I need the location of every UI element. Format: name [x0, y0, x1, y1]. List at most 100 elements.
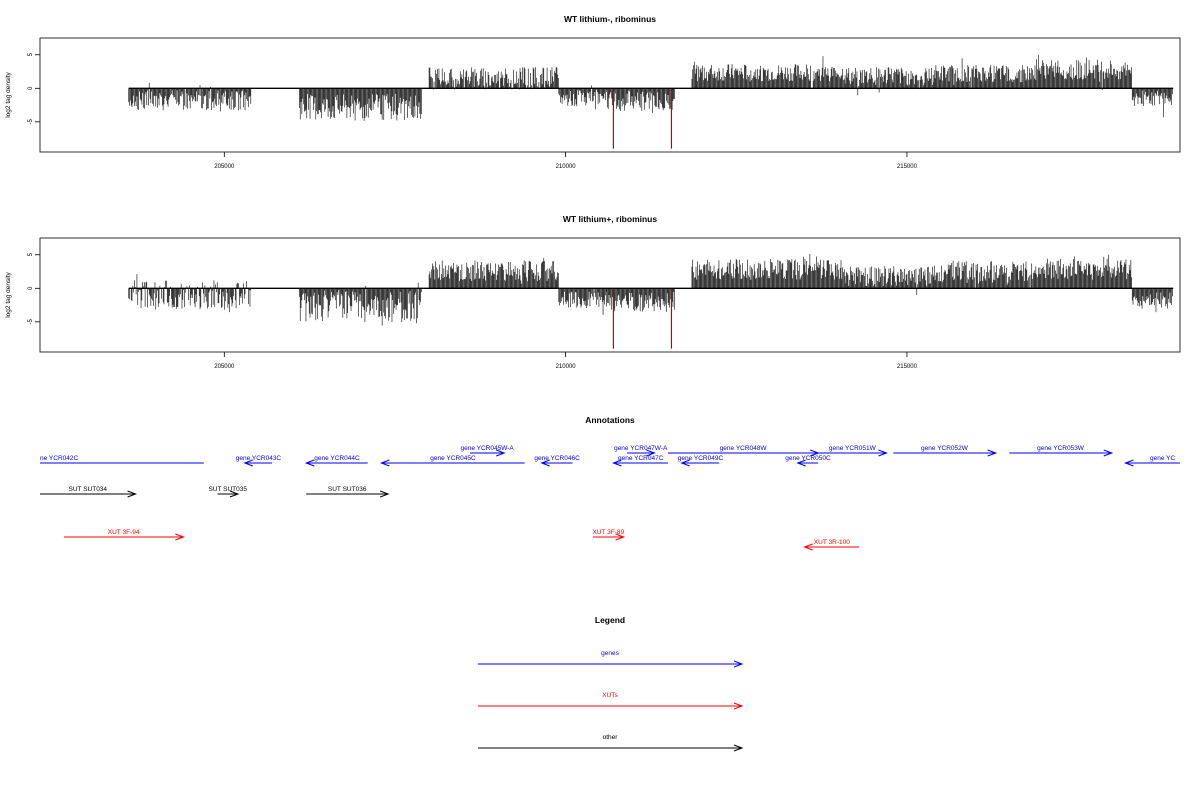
annotation-gene: gene YCR045W-A [461, 445, 515, 457]
arrowhead [304, 459, 315, 467]
annotation-label: gene YCR053W [1037, 445, 1085, 452]
panel-2-y-axis: -5 0 5 [28, 252, 40, 324]
y-tick-label: 0 [28, 286, 34, 290]
annotation-label: gene YCR045C [430, 455, 476, 462]
annotation-label: gene YCR051W [829, 445, 877, 452]
annotation-gene: gene YCR045C [379, 455, 525, 467]
annotation-label: SUT SUT035 [208, 486, 247, 493]
panel-1-bars [128, 54, 1173, 149]
panel-2-title: WT lithium+, ribominus [563, 214, 657, 224]
arrowhead [646, 449, 656, 457]
y-tick-label: -5 [28, 318, 34, 324]
annotation-gene: gene YCR052W [893, 445, 998, 457]
arrowhead [127, 490, 137, 498]
annotation-label: gene YCR049C [678, 455, 724, 462]
arrowhead [611, 459, 622, 467]
arrowhead [540, 459, 550, 467]
legend-label: genes [601, 650, 619, 657]
panel-1-frame [39, 37, 1181, 153]
arrowhead [496, 449, 506, 457]
annotation-gene: gene YCR053W [1009, 445, 1114, 457]
annotation-xut: XUT 3F-89 [592, 529, 626, 541]
annotation-xut: XUT 3F-94 [63, 529, 185, 541]
arrowhead [379, 459, 390, 467]
annotation-label: gene YCR050C [785, 455, 831, 462]
y-tick-label: 0 [28, 86, 34, 90]
panel-1-y-axis: -5 0 5 [28, 52, 40, 124]
annotation-label: SUT SUT036 [328, 486, 367, 493]
annotations-section: Annotations ne YCR042C gene YCR043C gene Y… [40, 415, 1180, 551]
panel-2-y-label: log2 tag density [5, 271, 12, 317]
arrowhead [803, 543, 813, 551]
arrowhead [987, 449, 998, 457]
arrowhead [615, 533, 626, 541]
annotation-label: gene YCR047W-A [614, 445, 668, 452]
panel-2-x-axis: 205000 210000 215000 [214, 352, 918, 370]
panel-1: WT lithium-, ribominus 205000 210000 21500… [5, 14, 1181, 170]
annotation-xut: XUT 3R-100 [803, 539, 860, 551]
annotation-other: SUT SUT035 [208, 486, 247, 498]
annotation-gene: gene YC [1123, 455, 1180, 467]
legend-label: XUTs [602, 692, 618, 699]
annotation-tracks: ne YCR042C gene YCR043C gene YCR044C gene Y… [40, 445, 1180, 551]
annotation-gene: ne YCR042C [40, 455, 204, 464]
legend-items: genes XUTs other [478, 650, 744, 752]
legend-title: Legend [595, 615, 625, 625]
panel-1-x-axis: 205000 210000 215000 [214, 152, 918, 170]
annotation-label: XUT 3R-100 [814, 539, 850, 546]
annotation-gene: gene YCR051W [818, 445, 888, 457]
annotation-other: SUT SUT036 [306, 486, 390, 498]
arrowhead [878, 449, 888, 457]
panel-2: WT lithium+, ribominus 205000 210000 21500… [5, 214, 1181, 370]
legend-label: other [603, 734, 619, 741]
x-tick-label: 215000 [897, 364, 918, 370]
annotation-gene: gene YCR047C [611, 455, 669, 467]
legend-item-xut: XUTs [478, 692, 744, 710]
annotation-gene: gene YCR043C [236, 455, 282, 467]
arrowhead [379, 490, 390, 498]
annotation-label: gene YC [1150, 455, 1175, 462]
annotation-other: SUT SUT034 [40, 486, 137, 498]
annotation-label: gene YCR043C [236, 455, 282, 462]
annotation-label: SUT SUT034 [69, 486, 108, 493]
arrowhead [1123, 459, 1134, 467]
annotation-gene: gene YCR049C [678, 455, 724, 467]
x-tick-label: 210000 [556, 364, 577, 370]
legend-section: Legend genes XUTs other [478, 615, 744, 752]
panel-2-bars [128, 253, 1173, 349]
annotation-label: XUT 3F-94 [108, 529, 140, 536]
annotation-gene: gene YCR047W-A [614, 445, 668, 457]
arrowhead [175, 533, 185, 541]
arrowhead [733, 660, 744, 668]
y-tick-label: 5 [28, 252, 34, 256]
annotation-label: gene YCR047C [618, 455, 664, 462]
annotation-gene: gene YCR044C [304, 455, 368, 467]
y-tick-label: -5 [28, 118, 34, 124]
arrowhead [243, 459, 253, 467]
panel-1-y-label: log2 tag density [5, 71, 12, 117]
arrowhead [229, 490, 240, 498]
x-tick-label: 210000 [556, 164, 577, 170]
x-tick-label: 205000 [214, 164, 235, 170]
panel-1-title: WT lithium-, ribominus [564, 14, 656, 24]
arrowhead [1103, 449, 1114, 457]
annotation-label: gene YCR046C [534, 455, 580, 462]
legend-item-other: other [478, 734, 744, 752]
annotation-label: gene YCR045W-A [461, 445, 515, 452]
arrowhead [680, 459, 690, 467]
annotation-label: gene YCR044C [314, 455, 360, 462]
x-tick-label: 205000 [214, 364, 235, 370]
annotation-label: gene YCR048W [720, 445, 768, 452]
x-tick-label: 215000 [897, 164, 918, 170]
annotation-label: XUT 3F-89 [592, 529, 624, 536]
annotation-label: ne YCR042C [40, 455, 78, 462]
arrowhead [733, 744, 744, 752]
panel-2-frame [39, 237, 1181, 353]
annotations-title: Annotations [585, 415, 635, 425]
annotation-label: gene YCR052W [921, 445, 969, 452]
legend-item-gene: genes [478, 650, 744, 668]
arrowhead [796, 459, 806, 467]
y-tick-label: 5 [28, 52, 34, 56]
annotation-gene: gene YCR046C [534, 455, 580, 467]
